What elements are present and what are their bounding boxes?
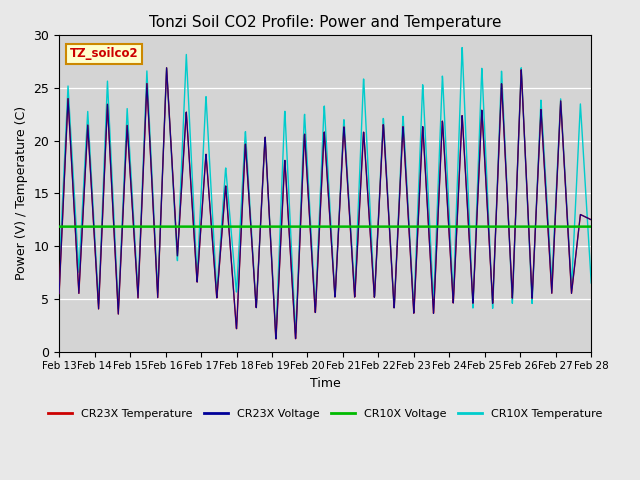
Text: TZ_soilco2: TZ_soilco2 [70,48,138,60]
Y-axis label: Power (V) / Temperature (C): Power (V) / Temperature (C) [15,107,28,280]
Legend: CR23X Temperature, CR23X Voltage, CR10X Voltage, CR10X Temperature: CR23X Temperature, CR23X Voltage, CR10X … [44,405,607,423]
Title: Tonzi Soil CO2 Profile: Power and Temperature: Tonzi Soil CO2 Profile: Power and Temper… [149,15,501,30]
X-axis label: Time: Time [310,377,340,390]
